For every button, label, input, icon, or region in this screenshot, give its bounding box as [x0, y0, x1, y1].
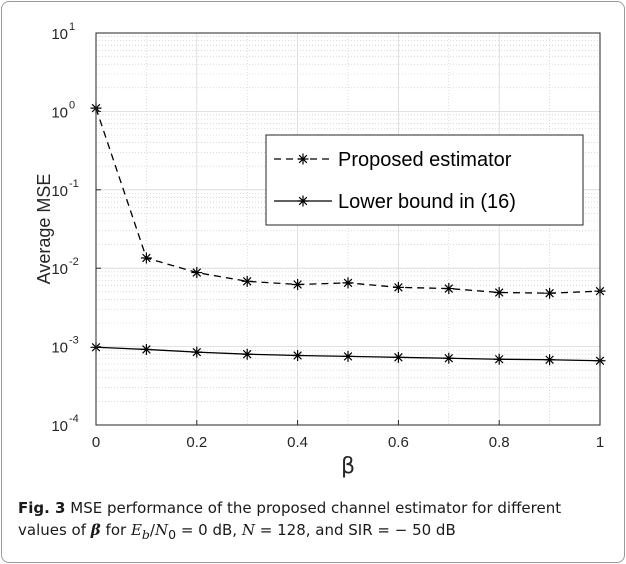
caption-text-2: for [105, 521, 127, 539]
x-ticks: 0 0.2 0.4 0.6 0.8 1 [92, 420, 604, 451]
x-tick-label: 1 [596, 434, 604, 451]
data-point-marker [342, 350, 354, 362]
x-tick-label: 0.2 [186, 434, 207, 451]
caption-n-var: N [241, 521, 255, 539]
series-1 [90, 102, 606, 299]
x-tick-label: 0.4 [287, 434, 308, 451]
caption-n-value: = 128, and SIR = − 50 dB [259, 521, 456, 539]
data-point-marker [392, 281, 404, 293]
data-point-marker [443, 283, 455, 295]
legend-marker [297, 153, 309, 165]
data-point-marker [443, 352, 455, 364]
data-point-marker [392, 351, 404, 363]
y-tick-exponent: -1 [69, 178, 79, 190]
data-point-marker [140, 252, 152, 264]
caption-ebn0-value: = 0 dB, [180, 521, 238, 539]
data-point-marker [342, 277, 354, 289]
data-point-marker [140, 343, 152, 355]
data-point-marker [191, 267, 203, 279]
y-tick-label: 10 [51, 340, 68, 357]
y-tick-exponent: -2 [69, 256, 79, 268]
y-tick-exponent: -4 [69, 413, 79, 425]
data-point-marker [493, 286, 505, 298]
data-point-marker [241, 348, 253, 360]
y-tick-label: 10 [51, 418, 68, 435]
legend-label: Lower bound in (16) [338, 191, 516, 213]
plot-area-border [95, 32, 601, 426]
data-point-marker [292, 349, 304, 361]
legend-marker [297, 195, 309, 207]
data-point-marker [544, 287, 556, 299]
y-tick-exponent: 0 [69, 99, 75, 111]
x-tick-label: 0.8 [489, 434, 510, 451]
caption-text-1: MSE performance of the proposed channel … [18, 499, 562, 539]
legend: Proposed estimator Lower bound in (16) [265, 134, 584, 226]
y-axis-label: Average MSE [34, 174, 54, 285]
y-tick-label: 10 [51, 104, 68, 121]
caption-label: Fig. 3 [18, 499, 66, 517]
y-tick-exponent: -3 [69, 335, 79, 347]
y-tick-label: 10 [51, 261, 68, 278]
legend-label: Proposed estimator [338, 149, 512, 171]
y-tick-label: 10 [51, 26, 68, 43]
legend-box [265, 134, 584, 226]
data-point-marker [191, 346, 203, 358]
x-tick-label: 0.6 [388, 434, 409, 451]
caption-beta: β [90, 521, 101, 539]
series-layer [90, 102, 606, 367]
x-axis-label: β [341, 454, 355, 479]
y-tick-exponent: 1 [69, 21, 75, 33]
data-point-marker [241, 275, 253, 287]
x-tick-label: 0 [92, 434, 100, 451]
y-tick-label: 10 [51, 183, 68, 200]
figure-caption: Fig. 3 MSE performance of the proposed c… [18, 497, 613, 546]
data-point-marker [292, 278, 304, 290]
caption-ebn0: Eb/N0 [130, 521, 177, 542]
data-point-marker [493, 353, 505, 365]
data-point-marker [544, 354, 556, 366]
